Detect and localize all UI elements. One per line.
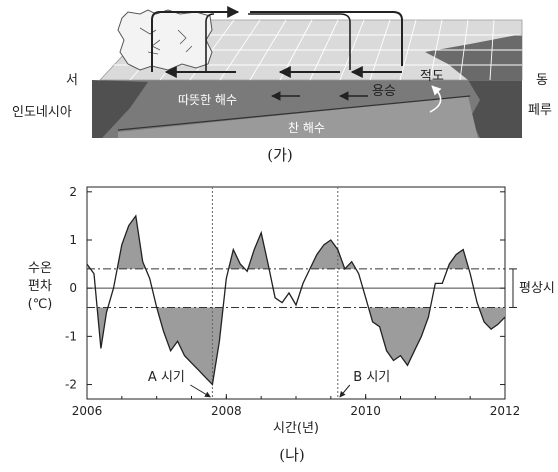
anomaly-fill-warm: [87, 215, 505, 269]
grid-line-v: [399, 19, 417, 81]
marker-a-pointer: [190, 384, 211, 398]
cloud-icon: [117, 9, 213, 71]
tick-layer: 2 1 0 -1 -2 2006 2008 2010 2012: [65, 185, 520, 418]
indonesia-landmass: [92, 80, 148, 138]
y-tick-label: 2: [69, 185, 77, 199]
walker-inner-loop: [205, 13, 215, 72]
x-tick-label: 2008: [211, 404, 242, 418]
grid-line-v: [489, 19, 495, 81]
grid-line-v: [309, 19, 339, 81]
x-tick-label: 2012: [490, 404, 521, 418]
x-axis-label: 시간(년): [273, 421, 319, 436]
normal-band-label: 평상시: [519, 281, 555, 296]
walker-loop-east-arrow: [250, 11, 403, 66]
label-cold-water: 찬 해수: [288, 120, 325, 135]
plot-frame: [86, 186, 506, 400]
upwelling-arrow: [429, 85, 442, 113]
y-label-line-3: (℃): [28, 297, 53, 312]
y-tick-label: 0: [69, 281, 77, 295]
marker-a-label: A 시기: [148, 370, 185, 385]
marker-b-label: B 시기: [353, 370, 390, 385]
label-west: 서: [66, 73, 78, 88]
grid-line-v: [429, 19, 443, 81]
grid-line-v: [249, 19, 287, 81]
grid-line-v: [369, 19, 391, 81]
label-indonesia: 인도네시아: [12, 105, 72, 120]
y-tick-label: -2: [65, 378, 77, 392]
marker-b-pointer: [339, 384, 351, 398]
thermocline-line: [117, 95, 471, 131]
peru-landmass: [468, 80, 522, 138]
y-tick-label: 1: [69, 233, 77, 247]
label-upwelling: 용승: [372, 84, 396, 99]
grid-line-v: [219, 19, 261, 81]
label-equator: 적도: [420, 69, 444, 84]
caption-na: (나): [279, 446, 305, 464]
sst-anomaly-chart: 2 1 0 -1 -2 2006 2008 2010 2012 A 시기 B 시기 평상시 수온…: [28, 185, 555, 464]
grid-line-v: [339, 19, 365, 81]
y-label-line-1: 수온: [28, 261, 52, 276]
label-warm-water: 따뜻한 해수: [178, 93, 237, 107]
y-tick-label: -1: [65, 329, 77, 343]
label-peru: 페루: [528, 103, 552, 118]
grid-line-v: [189, 19, 235, 81]
x-tick-label: 2010: [350, 404, 381, 418]
ocean-diagram: 서 동 인도네시아 페루 적도 용승 따뜻한 해수 찬 해수 (가): [12, 6, 552, 164]
walker-loop-west: [151, 6, 240, 72]
series-line: [86, 214, 506, 386]
caption-ga: (가): [267, 146, 293, 164]
anomaly-fill-layer: [87, 215, 505, 385]
y-label-line-2: 편차: [28, 279, 52, 294]
grid-line-v: [459, 19, 469, 81]
east-landmass-top: [425, 34, 522, 80]
x-tick-label: 2006: [72, 404, 103, 418]
label-east: 동: [536, 73, 548, 88]
anomaly-fill-cold: [87, 307, 505, 385]
walker-inner-loop-2: [248, 13, 351, 70]
cold-water-layer: [118, 96, 478, 138]
